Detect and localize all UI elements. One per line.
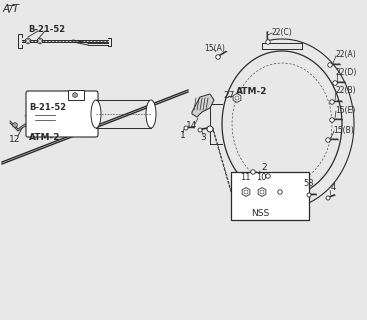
Text: 22(B): 22(B) (335, 86, 356, 95)
Circle shape (260, 190, 264, 194)
Circle shape (39, 40, 41, 42)
Text: 11: 11 (240, 173, 250, 182)
Circle shape (27, 40, 29, 42)
Text: 22(A): 22(A) (335, 51, 356, 60)
Ellipse shape (146, 100, 156, 128)
Circle shape (307, 193, 311, 197)
Circle shape (326, 138, 330, 142)
Polygon shape (242, 188, 250, 196)
Circle shape (328, 63, 332, 67)
Text: B-21-52: B-21-52 (29, 102, 66, 111)
Text: ATM-2: ATM-2 (29, 133, 61, 142)
Polygon shape (73, 92, 77, 98)
Circle shape (74, 94, 76, 96)
Text: 12: 12 (9, 135, 21, 145)
Text: 15(E): 15(E) (335, 106, 355, 115)
Bar (68, 90, 84, 100)
Text: 27: 27 (223, 92, 235, 100)
Polygon shape (37, 38, 43, 44)
Circle shape (235, 96, 239, 100)
Circle shape (244, 190, 248, 194)
Text: ATM-2: ATM-2 (236, 87, 268, 97)
Circle shape (207, 126, 213, 132)
Polygon shape (13, 123, 17, 127)
Text: 2: 2 (261, 164, 267, 172)
Circle shape (216, 55, 220, 59)
Polygon shape (258, 188, 266, 196)
Circle shape (251, 170, 255, 174)
Text: 15(B): 15(B) (333, 125, 354, 134)
Bar (231, 172, 309, 220)
Text: 22(C): 22(C) (272, 28, 293, 36)
Text: 53: 53 (304, 179, 314, 188)
Circle shape (198, 128, 202, 132)
Circle shape (184, 126, 188, 130)
Text: 43(A): 43(A) (266, 179, 287, 188)
Circle shape (278, 190, 282, 194)
Circle shape (266, 40, 270, 44)
Circle shape (14, 124, 16, 126)
Text: 3: 3 (200, 133, 206, 142)
Circle shape (326, 196, 330, 200)
Text: A/T: A/T (3, 4, 20, 14)
Text: B-21-52: B-21-52 (28, 25, 66, 34)
Circle shape (266, 174, 270, 178)
Text: 10: 10 (256, 173, 266, 182)
Text: 15(A): 15(A) (204, 44, 225, 53)
Text: 15(E): 15(E) (271, 196, 291, 204)
Text: 1: 1 (180, 132, 186, 140)
Text: 22(D): 22(D) (335, 68, 356, 76)
Text: NSS: NSS (251, 210, 269, 219)
Ellipse shape (91, 100, 101, 128)
Polygon shape (233, 93, 241, 102)
Circle shape (330, 118, 334, 122)
Circle shape (330, 100, 334, 104)
Text: 15(A): 15(A) (244, 173, 265, 182)
Text: 4: 4 (330, 182, 336, 191)
Circle shape (333, 81, 337, 85)
Polygon shape (25, 38, 30, 44)
FancyBboxPatch shape (26, 91, 98, 137)
Polygon shape (192, 94, 214, 117)
Text: 14: 14 (186, 122, 198, 131)
